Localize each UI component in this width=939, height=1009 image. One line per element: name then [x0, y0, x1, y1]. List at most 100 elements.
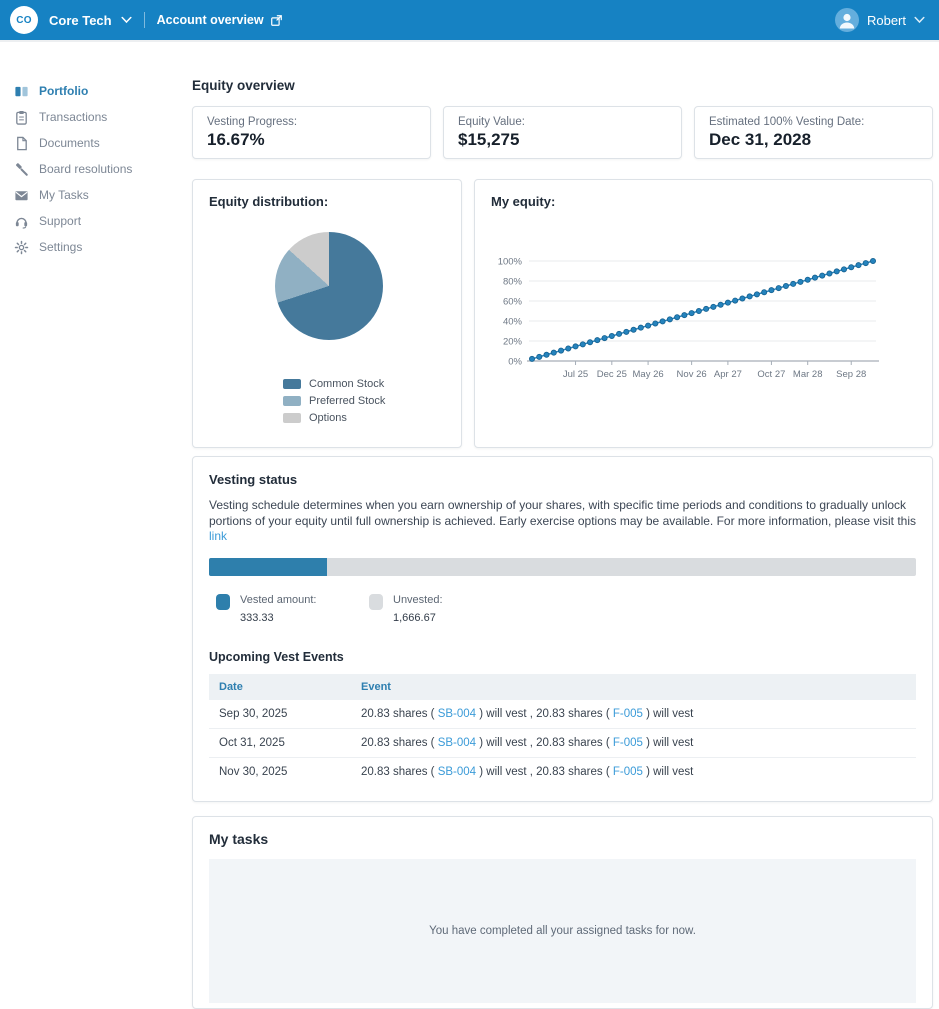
y-tick-label: 40%: [503, 317, 523, 328]
data-point: [739, 295, 746, 302]
y-tick-label: 0%: [508, 357, 522, 368]
event-text: 20.83 shares (: [361, 736, 438, 749]
my-equity-card: My equity: 0% 20% 40% 60% 80% 100% Jul 25 Dec 2…: [474, 179, 933, 448]
equity-distribution-title: Equity distribution:: [209, 194, 329, 209]
sidebar-label: Support: [39, 214, 82, 228]
user-menu-chevron-down-icon[interactable]: [914, 11, 925, 29]
legend-swatch-unvested: [369, 593, 383, 610]
sidebar: Portfolio Transactions Documents Board r…: [0, 42, 180, 1009]
data-point: [717, 301, 724, 308]
security-link-f-005[interactable]: F-005: [612, 736, 643, 749]
data-point: [797, 278, 804, 285]
data-point: [869, 257, 876, 264]
data-point: [855, 262, 862, 269]
clipboard-icon: [16, 110, 27, 125]
vesting-progress-fill: [209, 557, 327, 576]
company-chevron-down-icon[interactable]: [121, 16, 132, 24]
legend-value: 1,666.67: [393, 611, 436, 624]
security-link-sb-004[interactable]: SB-004: [437, 707, 477, 720]
data-point: [753, 291, 760, 298]
company-logo[interactable]: CO: [10, 6, 38, 34]
table-row: Nov 30, 2025 20.83 shares ( SB-004 ) wil…: [209, 757, 916, 786]
sidebar-label: Settings: [39, 240, 83, 254]
data-point: [826, 270, 833, 277]
event-text: 20.83 shares (: [361, 765, 438, 778]
stat-label: Estimated 100% Vesting Date:: [709, 116, 865, 128]
data-point: [623, 328, 630, 335]
account-overview-link[interactable]: Account overview: [157, 13, 283, 27]
data-point: [848, 264, 855, 271]
event-date: Oct 31, 2025: [209, 728, 351, 758]
my-tasks-title: My tasks: [209, 830, 269, 847]
data-point: [630, 326, 637, 333]
vesting-info-link[interactable]: link: [209, 529, 228, 543]
event-cell: 20.83 shares ( SB-004 ) will vest , 20.8…: [351, 757, 916, 786]
sidebar-label: My Tasks: [39, 188, 89, 202]
table-row: Oct 31, 2025 20.83 shares ( SB-004 ) wil…: [209, 728, 916, 758]
data-point: [587, 339, 594, 346]
sidebar-item-transactions[interactable]: Transactions: [14, 104, 180, 130]
data-point: [666, 316, 673, 323]
table-header-row: Date Event: [209, 673, 916, 700]
security-link-f-005[interactable]: F-005: [612, 765, 643, 778]
data-point: [732, 297, 739, 304]
stats-row: Vesting Progress: 16.67% Equity Value: $…: [192, 106, 933, 159]
security-link-sb-004[interactable]: SB-004: [437, 765, 477, 778]
main-content: Equity overview Vesting Progress: 16.67%…: [180, 42, 939, 1009]
stat-card-vesting-date: Estimated 100% Vesting Date: Dec 31, 202…: [694, 106, 933, 159]
legend-item: Options: [283, 412, 385, 424]
column-header-event: Event: [351, 673, 916, 700]
legend-label: Options: [309, 412, 347, 424]
vesting-status-title: Vesting status: [209, 472, 298, 487]
sidebar-item-board-resolutions[interactable]: Board resolutions: [14, 156, 180, 182]
data-point: [790, 280, 797, 287]
event-text: 20.83 shares (: [361, 707, 438, 720]
stat-card-equity-value: Equity Value: $15,275: [443, 106, 682, 159]
sidebar-label: Board resolutions: [39, 162, 133, 176]
table-row: Sep 30, 2025 20.83 shares ( SB-004 ) wil…: [209, 699, 916, 729]
sidebar-item-my-tasks[interactable]: My Tasks: [14, 182, 180, 208]
legend-swatch-common-stock: [283, 379, 301, 389]
data-point: [804, 276, 811, 283]
sidebar-item-portfolio[interactable]: Portfolio: [14, 78, 180, 104]
data-point: [572, 343, 579, 350]
event-date: Sep 30, 2025: [209, 699, 351, 729]
security-link-sb-004[interactable]: SB-004: [437, 736, 477, 749]
data-point: [536, 353, 543, 360]
tasks-empty-message: You have completed all your assigned tas…: [429, 924, 696, 937]
sidebar-label: Portfolio: [39, 84, 89, 98]
event-cell: 20.83 shares ( SB-004 ) will vest , 20.8…: [351, 728, 916, 758]
data-point: [768, 287, 775, 294]
data-point: [681, 312, 688, 319]
x-tick-label: Oct 27: [757, 369, 785, 380]
event-cell: 20.83 shares ( SB-004 ) will vest , 20.8…: [351, 699, 916, 729]
sidebar-item-support[interactable]: Support: [14, 208, 180, 234]
x-tick-label: May 26: [633, 369, 664, 380]
data-point: [695, 308, 702, 315]
legend-label: Preferred Stock: [309, 395, 386, 407]
data-point: [811, 274, 818, 281]
event-text: ) will vest: [642, 707, 694, 720]
user-name[interactable]: Robert: [866, 12, 906, 28]
data-point: [703, 305, 710, 312]
legend-value: 333.33: [240, 611, 274, 624]
event-text: ) will vest , 20.83 shares (: [476, 736, 613, 749]
user-avatar[interactable]: [834, 8, 859, 32]
sidebar-item-documents[interactable]: Documents: [14, 130, 180, 156]
company-name[interactable]: Core Tech: [49, 12, 112, 28]
gear-icon: [14, 240, 29, 254]
sidebar-item-settings[interactable]: Settings: [14, 234, 180, 260]
sidebar-label: Documents: [39, 136, 100, 150]
security-link-f-005[interactable]: F-005: [612, 707, 643, 720]
y-tick-label: 100%: [498, 257, 523, 268]
data-point: [840, 266, 847, 273]
data-point: [594, 337, 601, 344]
stat-card-vesting-progress: Vesting Progress: 16.67%: [192, 106, 431, 159]
data-point: [550, 349, 557, 356]
equity-line-chart: 0% 20% 40% 60% 80% 100% Jul 25 Dec 25 May 26 Nov …: [498, 257, 879, 380]
legend-swatch-preferred-stock: [283, 396, 301, 406]
column-header-date: Date: [209, 673, 351, 700]
gavel-icon: [16, 162, 28, 176]
data-point: [543, 351, 550, 358]
data-point: [746, 293, 753, 300]
